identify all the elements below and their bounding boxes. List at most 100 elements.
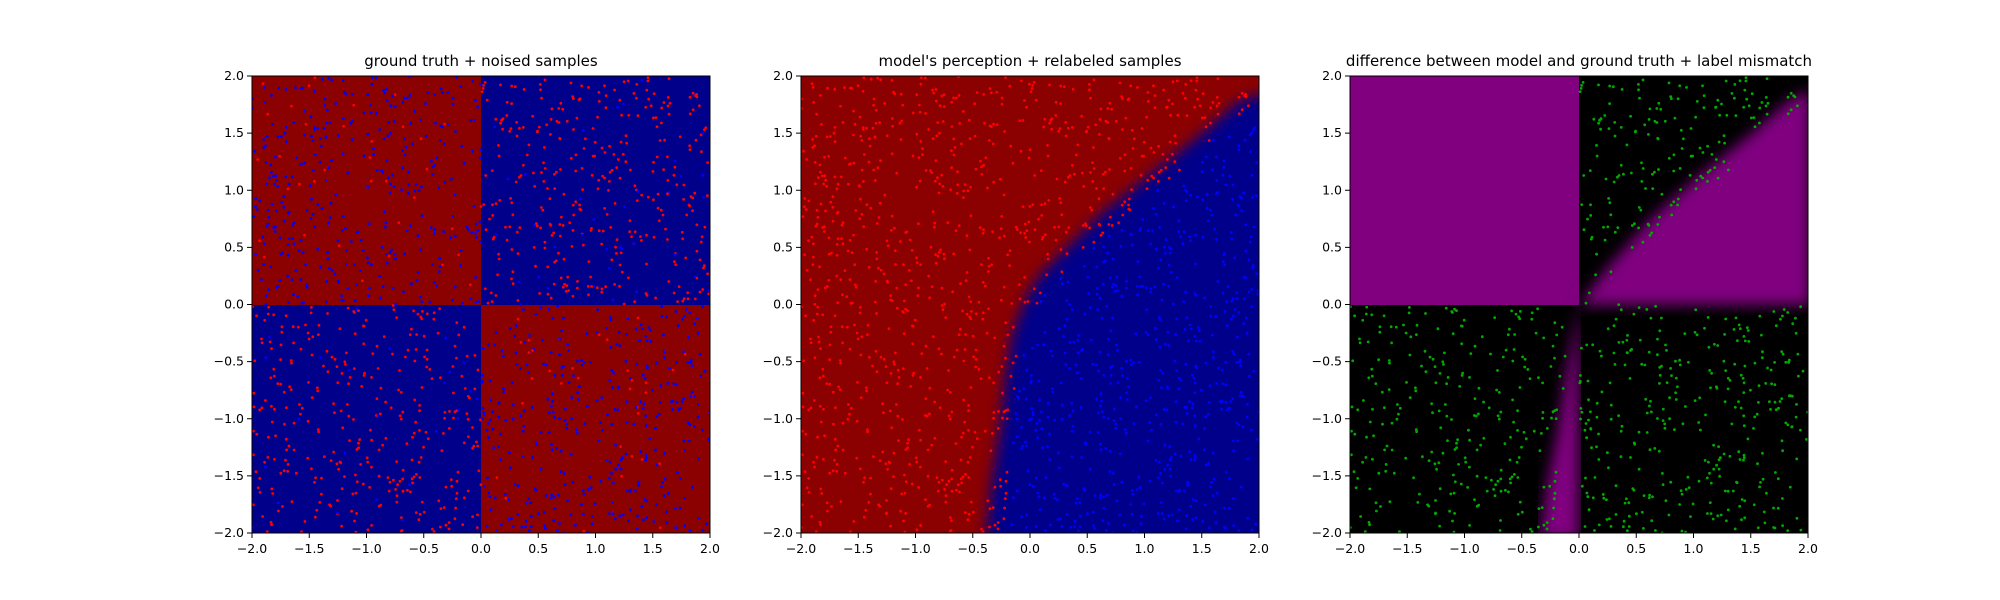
mismatch-point [1702, 94, 1706, 97]
relabeled-point [1170, 152, 1174, 156]
relabeled-point [1193, 391, 1197, 394]
relabeled-point [919, 524, 922, 527]
mismatch-point [1670, 97, 1673, 100]
sample-point [678, 506, 682, 510]
relabeled-point [1059, 277, 1062, 281]
sample-point [426, 91, 430, 94]
relabeled-point [865, 428, 869, 431]
sample-point [673, 159, 677, 163]
sample-point [466, 228, 470, 231]
relabeled-point [913, 318, 917, 322]
sample-point [497, 415, 501, 419]
sample-point [418, 409, 421, 413]
mismatch-point [1682, 137, 1685, 141]
relabeled-point [1130, 512, 1134, 516]
relabeled-point [1184, 83, 1188, 86]
x-tick-label: 1.5 [1741, 541, 1761, 556]
mismatch-point [1434, 511, 1437, 515]
relabeled-point [1078, 525, 1082, 528]
y-tick-label: 1.5 [224, 125, 244, 140]
relabeled-point [805, 158, 809, 161]
sample-point [439, 87, 443, 91]
mismatch-point [1453, 480, 1457, 484]
sample-point [290, 175, 294, 179]
sample-point [332, 450, 336, 454]
sample-point [456, 417, 460, 420]
relabeled-point [809, 406, 813, 410]
mismatch-point [1791, 322, 1795, 325]
relabeled-point [969, 500, 973, 504]
relabeled-point [833, 140, 837, 144]
mismatch-point [1528, 377, 1532, 380]
sample-point [603, 151, 607, 154]
sample-point [417, 460, 421, 464]
sample-point [260, 278, 263, 282]
relabeled-point [1239, 390, 1243, 394]
sample-point [433, 163, 437, 167]
mismatch-point [1689, 127, 1693, 130]
relabeled-point [941, 120, 945, 123]
sample-point [440, 449, 444, 453]
sample-point [508, 129, 512, 133]
mismatch-point [1631, 487, 1635, 490]
sample-point [451, 96, 455, 100]
relabeled-point [1088, 467, 1092, 471]
sample-point [377, 474, 381, 478]
sample-point [310, 396, 314, 399]
relabeled-point [1190, 406, 1194, 410]
relabeled-point [801, 429, 804, 433]
sample-point [554, 259, 558, 263]
sample-point [654, 503, 658, 507]
relabeled-point [843, 156, 847, 160]
relabeled-point [993, 485, 997, 489]
relabeled-point [1023, 99, 1026, 102]
relabeled-point [1135, 405, 1138, 408]
sample-point [665, 155, 669, 159]
relabeled-point [874, 280, 878, 283]
relabeled-point [885, 239, 889, 243]
sample-point [487, 343, 491, 347]
sample-point [338, 327, 342, 331]
relabeled-point [1017, 283, 1021, 287]
mismatch-point [1607, 466, 1610, 470]
relabeled-point [1112, 419, 1116, 422]
sample-point [615, 342, 618, 346]
mismatch-point [1368, 523, 1371, 527]
relabeled-point [1016, 435, 1019, 439]
mismatch-point [1687, 486, 1691, 489]
relabeled-point [990, 263, 993, 267]
relabeled-point [923, 76, 927, 80]
sample-point [415, 473, 418, 476]
sample-point [407, 483, 411, 487]
sample-point [558, 522, 561, 525]
relabeled-point [987, 307, 990, 311]
mismatch-point [1781, 449, 1784, 453]
sample-point [256, 268, 260, 272]
sample-point [662, 168, 665, 172]
relabeled-point [1206, 219, 1210, 223]
sample-point [341, 229, 344, 232]
relabeled-point [1063, 351, 1067, 355]
sample-point [486, 476, 489, 480]
sample-point [313, 76, 317, 80]
relabeled-point [1231, 397, 1235, 400]
sample-point [384, 221, 388, 225]
sample-point [645, 88, 649, 92]
relabeled-point [934, 261, 938, 265]
sample-point [550, 392, 554, 396]
relabeled-point [1021, 119, 1025, 122]
relabeled-point [1028, 148, 1032, 152]
sample-point [561, 224, 565, 227]
mismatch-point [1613, 121, 1617, 124]
sample-point [644, 381, 648, 385]
mismatch-point [1774, 324, 1778, 328]
axis-ticks-2: −2.0 −1.5 −1.0 −0.5 0.0 0.5 1.0 1.5 2.0−2.0−1.5−… [763, 68, 1269, 556]
relabeled-point [1169, 113, 1172, 117]
mismatch-point [1359, 515, 1362, 518]
sample-point [270, 487, 274, 491]
mismatch-point [1733, 96, 1736, 100]
relabeled-point [1099, 233, 1103, 237]
sample-point [578, 385, 581, 389]
relabeled-point [1088, 83, 1091, 86]
sample-point [455, 479, 459, 483]
